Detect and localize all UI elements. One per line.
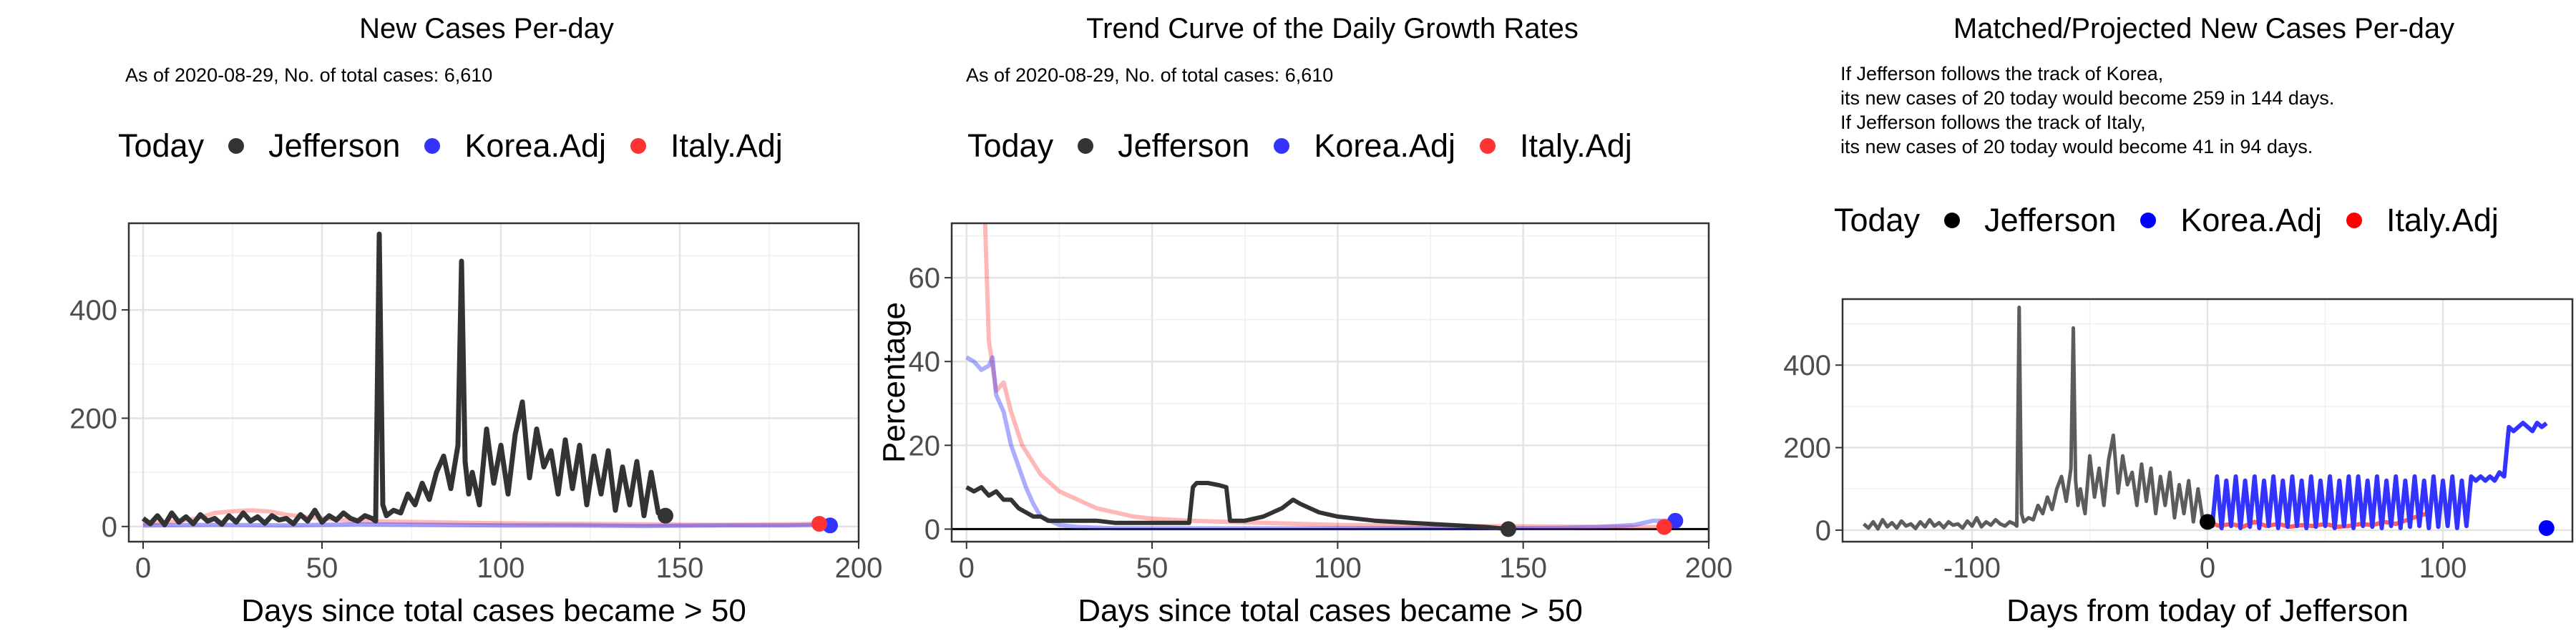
chart-plot-new-cases: 0 50 100 150 200 0 200 400 Days since total case… xyxy=(69,222,882,628)
legend-label: Italy.Adj xyxy=(1520,127,1632,164)
chart-plot-growth-rates: 0 50 100 150 200 0 20 40 60 Days since total case… xyxy=(877,222,1732,628)
plot-background xyxy=(952,223,1709,542)
series-line-korea-adj xyxy=(142,522,831,529)
x-tick-label: 200 xyxy=(1685,552,1733,584)
x-axis-label: Days since total cases became > 50 xyxy=(1078,593,1583,628)
subtitle-line: As of 2020-08-29, No. of total cases: 6,… xyxy=(125,64,493,86)
series-line-italy-adj xyxy=(2207,511,2430,530)
legend-item-jefferson: Jefferson xyxy=(228,127,400,165)
series-line-jefferson xyxy=(141,231,667,527)
legend-item-italy: Italy.Adj xyxy=(630,127,783,165)
chart-panel-new-cases: New Cases Per-day As of 2020-08-29, No. … xyxy=(0,0,882,644)
chart-panel-projected: Matched/Projected New Cases Per-day If J… xyxy=(1717,0,2576,644)
x-tick-label: 100 xyxy=(477,552,525,584)
legend-label: Korea.Adj xyxy=(2180,202,2323,238)
legend-marker-korea xyxy=(2140,213,2157,228)
legend-title: Today xyxy=(118,127,205,164)
legend-item-jefferson: Jefferson xyxy=(1944,202,2116,239)
chart-panel-growth-rates: Trend Curve of the Daily Growth Rates As… xyxy=(859,0,1732,644)
x-tick-label: 200 xyxy=(835,552,883,584)
legend-label: Jefferson xyxy=(268,127,401,164)
legend-title: Today xyxy=(1834,202,1921,238)
legend-marker-italy xyxy=(630,138,647,154)
legend-item-korea: Korea.Adj xyxy=(2140,202,2322,239)
legend-item-korea: Korea.Adj xyxy=(424,127,606,165)
today-point-jefferson xyxy=(658,507,673,524)
legend-item-italy: Italy.Adj xyxy=(1480,127,1632,165)
legend-label: Jefferson xyxy=(1984,202,2117,238)
x-tick-label: 50 xyxy=(1136,552,1169,584)
y-tick-label: 40 xyxy=(909,346,941,378)
today-point-jefferson xyxy=(2200,514,2215,530)
x-tick-label: 0 xyxy=(135,552,151,584)
legend-label: Korea.Adj xyxy=(464,127,607,164)
plot-border xyxy=(127,222,860,543)
legend-marker-italy xyxy=(1480,138,1496,154)
legend-label: Italy.Adj xyxy=(2386,202,2499,238)
today-point-italy-adj xyxy=(811,516,827,532)
y-tick-label: 200 xyxy=(69,403,117,434)
chart-title: Matched/Projected New Cases Per-day xyxy=(1953,13,2455,44)
chart-title: New Cases Per-day xyxy=(359,13,614,44)
series-line-jefferson xyxy=(965,481,1509,532)
x-tick-label: 0 xyxy=(2200,552,2215,584)
legend-marker-jefferson xyxy=(1078,138,1094,154)
series-line-korea-adj xyxy=(965,355,1672,531)
x-tick-label: 100 xyxy=(2419,552,2467,584)
y-tick-label: 400 xyxy=(69,295,117,326)
x-tick-label: 0 xyxy=(959,552,975,584)
y-tick-label: 0 xyxy=(924,514,940,545)
plot-border xyxy=(950,222,1710,543)
x-tick-label: 150 xyxy=(1499,552,1547,584)
y-tick-label: 60 xyxy=(909,263,941,294)
x-axis-label: Days since total cases became > 50 xyxy=(241,593,746,628)
chart-plot-projected: -100 0 100 0 200 400 Days from today of Jeffer… xyxy=(1783,298,2574,628)
y-tick-label: 20 xyxy=(909,430,941,462)
legend-marker-italy xyxy=(2346,213,2363,228)
legend-item-jefferson: Jefferson xyxy=(1078,127,1249,165)
plot-background xyxy=(129,223,859,542)
y-tick-label: 0 xyxy=(102,512,117,543)
x-axis-label: Days from today of Jefferson xyxy=(2006,593,2409,628)
subtitle-line: its new cases of 20 today would become 4… xyxy=(1840,136,2313,157)
legend-marker-korea xyxy=(1274,138,1290,154)
today-point-jefferson xyxy=(1500,521,1516,537)
y-axis-label: Percentage xyxy=(877,302,912,463)
legend-item-korea: Korea.Adj xyxy=(1274,127,1455,165)
chart-title: Trend Curve of the Daily Growth Rates xyxy=(1086,13,1579,44)
y-tick-label: 0 xyxy=(1815,515,1831,547)
chart-legend: Today Jefferson Korea.Adj Italy.Adj xyxy=(1834,202,2523,239)
y-tick-label: 400 xyxy=(1783,350,1831,381)
legend-marker-jefferson xyxy=(228,138,245,154)
chart-legend: Today Jefferson Korea.Adj Italy.Adj xyxy=(967,127,1657,165)
y-tick-label: 200 xyxy=(1783,433,1831,464)
x-tick-label: 150 xyxy=(656,552,704,584)
chart-legend: Today Jefferson Korea.Adj Italy.Adj xyxy=(118,127,807,165)
subtitle-line: As of 2020-08-29, No. of total cases: 6,… xyxy=(966,64,1334,86)
subtitle-line: If Jefferson follows the track of Korea, xyxy=(1840,63,2164,84)
series-line-jefferson xyxy=(1862,306,2209,531)
x-tick-label: -100 xyxy=(1943,552,2001,584)
series-line-korea-adj xyxy=(2206,421,2548,530)
today-point-italy-adj xyxy=(1656,519,1672,535)
x-tick-label: 50 xyxy=(306,552,338,584)
legend-label: Jefferson xyxy=(1118,127,1250,164)
subtitle-line: its new cases of 20 today would become 2… xyxy=(1840,87,2335,109)
plot-border xyxy=(1841,298,2574,543)
legend-marker-jefferson xyxy=(1944,213,1961,228)
legend-item-italy: Italy.Adj xyxy=(2346,202,2499,239)
legend-title: Today xyxy=(967,127,1054,164)
x-tick-label: 100 xyxy=(1314,552,1362,584)
legend-marker-korea xyxy=(424,138,441,154)
today-point-korea-adj xyxy=(2538,519,2555,536)
subtitle-line: If Jefferson follows the track of Italy, xyxy=(1840,112,2146,133)
legend-label: Korea.Adj xyxy=(1314,127,1456,164)
legend-label: Italy.Adj xyxy=(670,127,783,164)
